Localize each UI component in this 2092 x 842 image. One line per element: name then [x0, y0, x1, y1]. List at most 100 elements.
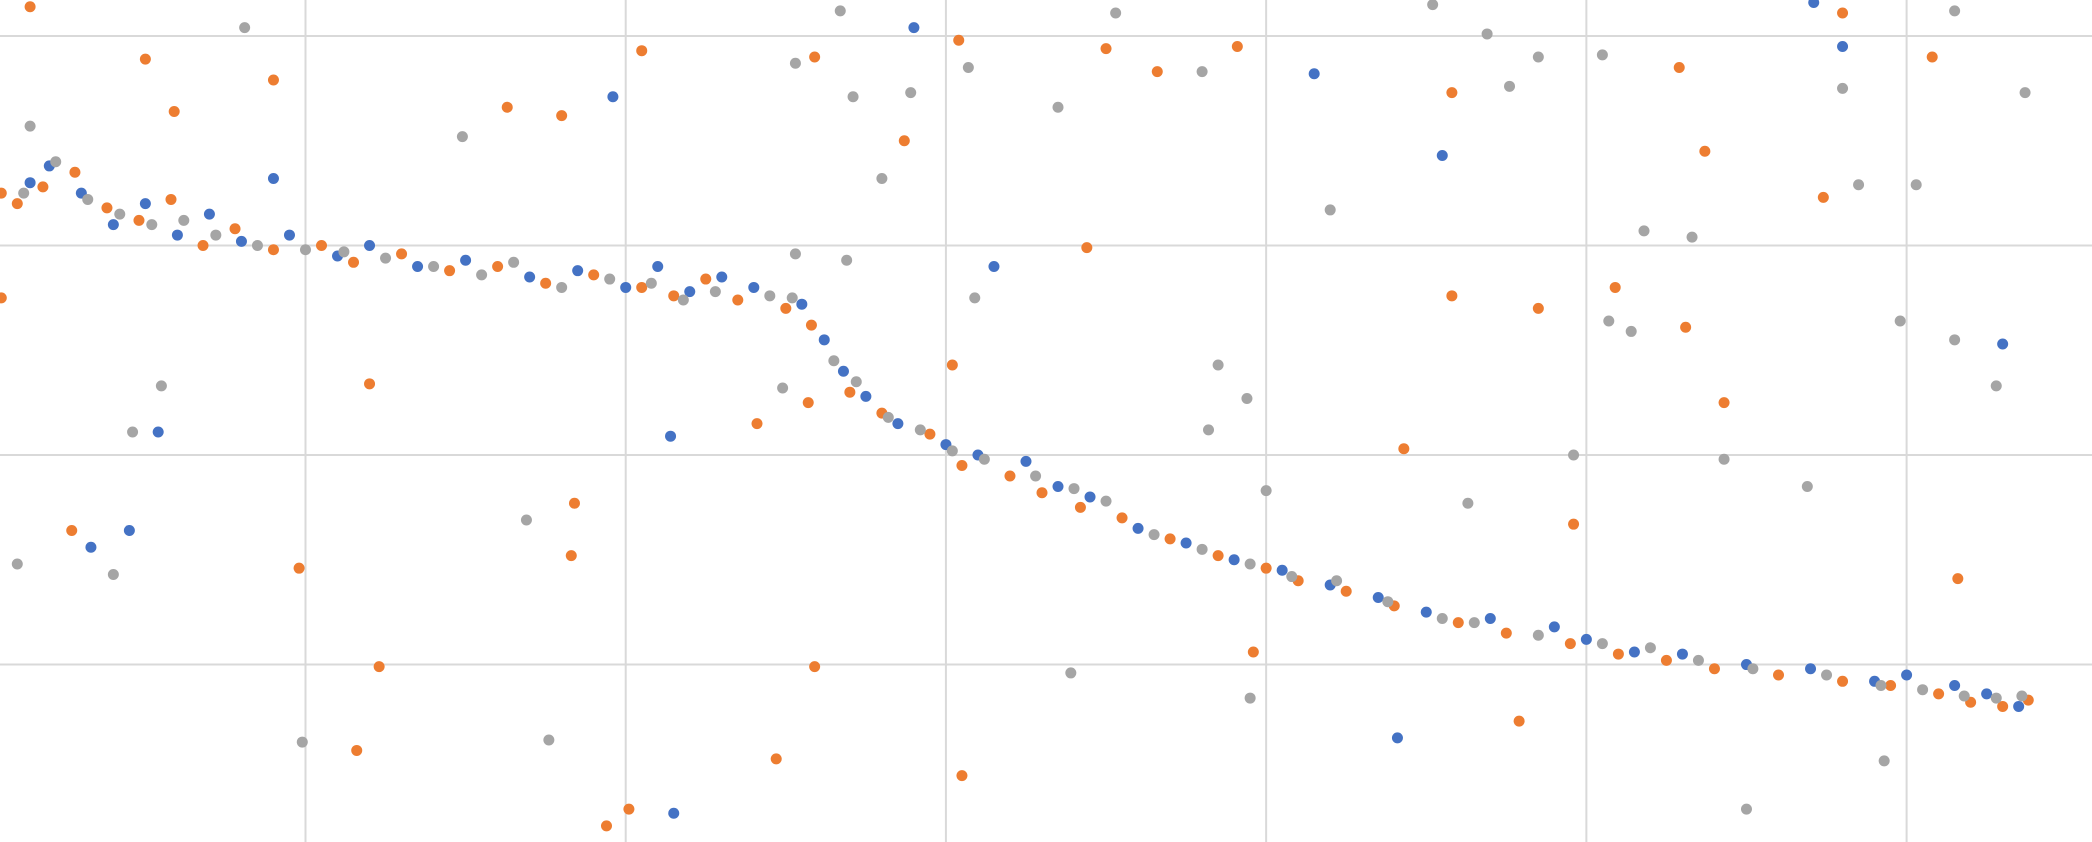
point — [988, 260, 1000, 272]
point — [1504, 80, 1516, 92]
point — [1885, 679, 1897, 691]
point — [1286, 571, 1298, 583]
point — [1532, 51, 1544, 63]
point — [299, 244, 311, 256]
point — [139, 198, 151, 210]
point — [155, 380, 167, 392]
point — [1596, 49, 1608, 61]
point — [2013, 700, 2025, 712]
point — [1532, 302, 1544, 314]
point — [1036, 487, 1048, 499]
point — [818, 334, 830, 346]
point — [107, 219, 119, 231]
point — [1468, 617, 1480, 629]
point — [1837, 675, 1849, 687]
point — [11, 198, 23, 210]
point — [0, 292, 7, 304]
point — [351, 744, 363, 756]
point — [841, 254, 853, 266]
point — [716, 271, 728, 283]
point — [18, 187, 30, 199]
point — [1949, 679, 1961, 691]
point — [1532, 629, 1544, 641]
point — [1564, 638, 1576, 650]
point — [1065, 667, 1077, 679]
point — [953, 34, 965, 46]
point — [267, 244, 279, 256]
point — [1917, 684, 1929, 696]
point — [123, 524, 135, 536]
point — [444, 265, 456, 277]
point — [764, 290, 776, 302]
point — [50, 156, 62, 168]
point — [396, 248, 408, 260]
point — [412, 260, 424, 272]
point — [1680, 321, 1692, 333]
point — [348, 256, 360, 268]
point — [850, 376, 862, 388]
point — [168, 105, 180, 117]
point — [101, 202, 113, 214]
point — [1398, 443, 1410, 455]
point — [1391, 732, 1403, 744]
point — [1212, 550, 1224, 562]
point — [1878, 755, 1890, 767]
point — [24, 177, 36, 189]
point — [11, 558, 23, 570]
point — [1446, 87, 1458, 99]
point — [844, 386, 856, 398]
point — [1276, 564, 1288, 576]
point — [1997, 700, 2009, 712]
point — [1801, 480, 1813, 492]
point — [876, 172, 888, 184]
point — [1660, 654, 1672, 666]
point — [1481, 28, 1493, 40]
point — [178, 214, 190, 226]
point — [1837, 82, 1849, 94]
point — [1020, 455, 1032, 467]
point — [1644, 642, 1656, 654]
point — [1894, 315, 1906, 327]
point — [924, 428, 936, 440]
point — [556, 110, 568, 122]
point — [229, 223, 241, 235]
point — [1196, 543, 1208, 555]
point — [1686, 231, 1698, 243]
point — [1568, 518, 1580, 530]
point — [114, 208, 126, 220]
point — [1747, 663, 1759, 675]
series — [11, 0, 2031, 815]
point — [860, 390, 872, 402]
point — [1427, 0, 1439, 11]
point — [665, 430, 677, 442]
point — [572, 265, 584, 277]
point — [316, 240, 328, 252]
point — [898, 135, 910, 147]
point — [1500, 627, 1512, 639]
point — [476, 269, 488, 281]
point — [956, 770, 968, 782]
point — [1910, 179, 1922, 191]
point — [37, 181, 49, 193]
point — [1164, 533, 1176, 545]
point — [85, 541, 97, 553]
point — [171, 229, 183, 241]
point — [802, 397, 814, 409]
point — [834, 5, 846, 17]
point — [543, 734, 555, 746]
point — [786, 292, 798, 304]
point — [905, 87, 917, 99]
point — [796, 298, 808, 310]
point — [1244, 558, 1256, 570]
point — [620, 281, 632, 293]
point — [732, 294, 744, 306]
point — [152, 426, 164, 438]
point — [789, 248, 801, 260]
point — [1260, 485, 1272, 497]
point — [1808, 0, 1820, 9]
point — [1692, 654, 1704, 666]
